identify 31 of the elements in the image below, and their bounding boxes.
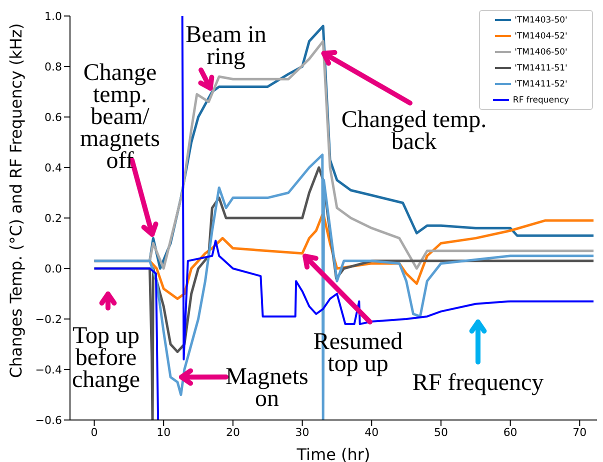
x-tick-label: 0 bbox=[90, 426, 98, 439]
legend-label: 'TM1411-51' bbox=[514, 63, 568, 74]
legend-label: RF frequency bbox=[512, 95, 570, 106]
legend-label: 'TM1406-50' bbox=[514, 47, 568, 58]
y-axis-title: Changes Temp. (°C) and RF Frequency (kHz) bbox=[6, 23, 26, 378]
x-tick-label: 10 bbox=[156, 426, 171, 439]
annotation: RF frequency bbox=[412, 370, 544, 396]
legend-label: 'TM1404-52' bbox=[514, 31, 568, 42]
x-tick-label: 60 bbox=[503, 426, 518, 439]
y-tick-label: −0.4 bbox=[35, 363, 62, 376]
x-tick-label: 30 bbox=[295, 426, 310, 439]
y-tick-label: 1.0 bbox=[44, 10, 62, 23]
annotation: Top up before change bbox=[72, 323, 140, 393]
annotation: Changed temp. back bbox=[341, 107, 487, 155]
x-tick-label: 70 bbox=[572, 426, 587, 439]
annotation: Magnets on bbox=[226, 364, 308, 412]
y-tick-label: 0.2 bbox=[44, 212, 62, 225]
y-tick-label: 0.6 bbox=[44, 110, 62, 124]
y-tick-label: 0.0 bbox=[44, 262, 62, 276]
y-tick-label: −0.6 bbox=[35, 414, 62, 427]
x-tick-label: 40 bbox=[364, 426, 379, 439]
x-tick-label: 20 bbox=[226, 426, 240, 439]
annotation: Beam in ring bbox=[186, 22, 266, 70]
x-axis-title: Time (hr) bbox=[296, 445, 370, 462]
annotation: Change temp. beam/ magnets off bbox=[80, 60, 160, 174]
legend-label: 'TM1411-52' bbox=[514, 79, 568, 90]
x-tick-label: 50 bbox=[434, 426, 448, 439]
y-tick-label: 0.4 bbox=[44, 161, 62, 174]
y-tick-label: 0.8 bbox=[44, 60, 62, 74]
legend-label: 'TM1403-50' bbox=[514, 15, 568, 26]
y-tick-label: −0.2 bbox=[35, 312, 62, 326]
